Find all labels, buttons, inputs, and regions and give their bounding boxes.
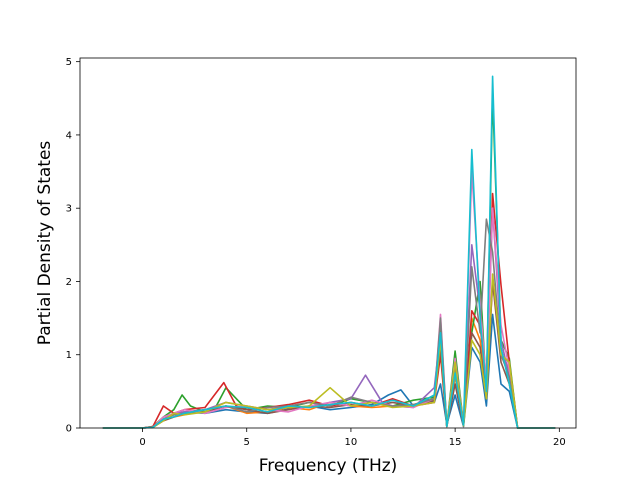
y-axis-label: Partial Density of States xyxy=(35,141,55,346)
pdos-series-line-9 xyxy=(102,75,556,429)
x-tick-label: 10 xyxy=(345,437,358,448)
x-tick-label: 15 xyxy=(449,437,462,448)
y-tick-label: 2 xyxy=(66,277,72,288)
series-layer xyxy=(102,75,556,429)
y-tick-label: 4 xyxy=(66,130,72,141)
y-axis-ticks: 0 1 2 3 4 5 xyxy=(66,57,80,435)
y-tick-label: 3 xyxy=(66,204,72,215)
x-axis-label: Frequency (THz) xyxy=(259,456,398,476)
x-axis-ticks: 0 5 10 15 20 xyxy=(139,428,566,448)
y-tick-label: 1 xyxy=(66,350,72,361)
x-tick-label: 20 xyxy=(553,437,566,448)
y-tick-label: 0 xyxy=(66,424,72,435)
y-tick-label: 5 xyxy=(66,57,72,68)
x-tick-label: 0 xyxy=(139,437,145,448)
x-tick-label: 5 xyxy=(244,437,250,448)
axes-frame xyxy=(79,57,577,429)
